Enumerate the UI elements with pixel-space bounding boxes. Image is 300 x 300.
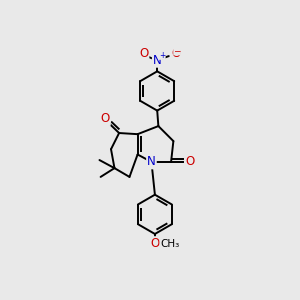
Text: N: N	[147, 155, 156, 168]
Text: O: O	[185, 155, 194, 168]
Text: O: O	[139, 47, 148, 60]
Text: O: O	[150, 237, 160, 250]
Text: O: O	[100, 112, 110, 125]
Text: −: −	[173, 46, 181, 55]
Text: O: O	[171, 47, 180, 60]
Text: +: +	[159, 51, 166, 60]
Text: N: N	[153, 54, 162, 67]
Text: CH₃: CH₃	[160, 239, 179, 249]
